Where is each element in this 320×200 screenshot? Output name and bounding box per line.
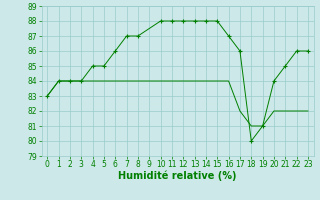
X-axis label: Humidité relative (%): Humidité relative (%) — [118, 171, 237, 181]
